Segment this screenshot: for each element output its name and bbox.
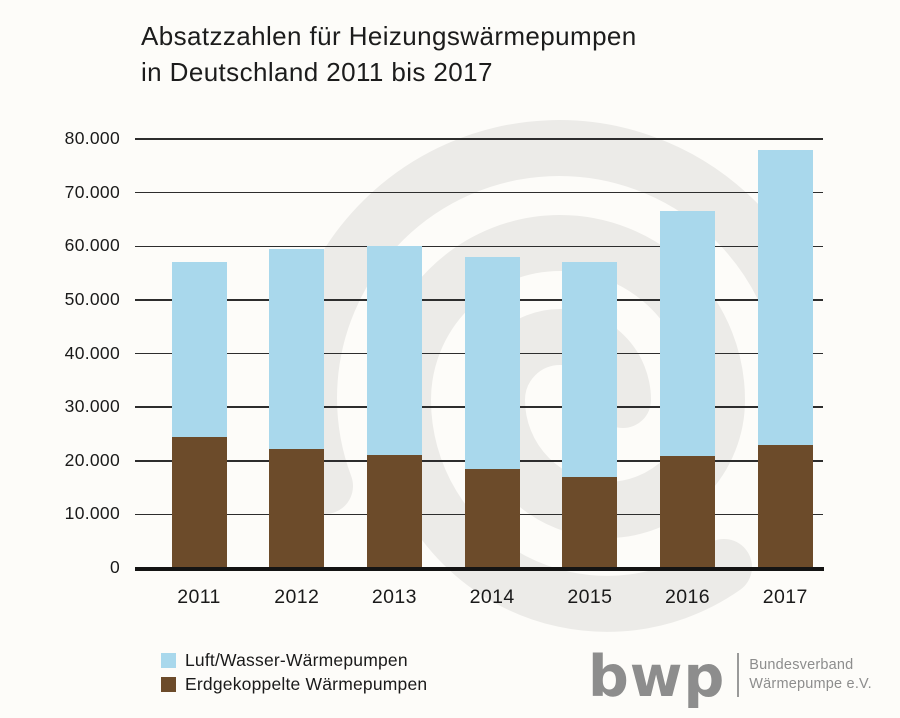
legend-label-ground: Erdgekoppelte Wärmepumpen bbox=[185, 673, 428, 694]
legend: Luft/Wasser-Wärmepumpen Erdgekoppelte Wä… bbox=[161, 648, 427, 696]
logo-org-line-2: Wärmepumpe e.V. bbox=[749, 676, 872, 692]
y-axis-tick-label: 50.000 bbox=[64, 288, 120, 309]
y-axis-tick-label: 60.000 bbox=[64, 235, 120, 256]
x-axis-label-2012: 2012 bbox=[274, 586, 320, 608]
x-axis-label-2016: 2016 bbox=[665, 586, 711, 608]
x-axis-label-2015: 2015 bbox=[567, 586, 613, 608]
legend-label-air-water: Luft/Wasser-Wärmepumpen bbox=[185, 649, 408, 670]
bwp-wordmark: bwp bbox=[588, 644, 726, 710]
x-axis-line bbox=[135, 567, 824, 571]
bar-segment-air-water-2016 bbox=[660, 211, 716, 457]
gridline bbox=[135, 191, 823, 194]
legend-item-ground: Erdgekoppelte Wärmepumpen bbox=[161, 672, 427, 696]
title-line-2: in Deutschland 2011 bis 2017 bbox=[141, 57, 493, 87]
gridline bbox=[135, 245, 823, 247]
bar-segment-air-water-2012 bbox=[269, 248, 325, 449]
legend-item-air-water: Luft/Wasser-Wärmepumpen bbox=[161, 648, 427, 672]
y-axis-tick-label: 10.000 bbox=[64, 503, 120, 524]
bar-segment-ground-2015 bbox=[562, 476, 618, 568]
page-title: Absatzzahlen für Heizungswärmepumpen in … bbox=[141, 18, 637, 90]
bar-segment-air-water-2015 bbox=[562, 262, 618, 477]
y-axis-tick-label: 80.000 bbox=[64, 128, 120, 148]
bar-segment-ground-2017 bbox=[757, 444, 813, 568]
x-axis-label-2011: 2011 bbox=[177, 586, 221, 608]
legend-swatch-ground bbox=[161, 676, 176, 692]
bar-segment-ground-2013 bbox=[366, 455, 422, 568]
y-axis-tick-label: 30.000 bbox=[64, 396, 120, 417]
x-axis-label-2017: 2017 bbox=[762, 586, 808, 608]
bar-segment-ground-2011 bbox=[171, 436, 227, 568]
bar-segment-ground-2014 bbox=[464, 468, 520, 568]
title-line-1: Absatzzahlen für Heizungswärmepumpen bbox=[141, 21, 637, 51]
logo-org-line-1: Bundesverband bbox=[749, 657, 854, 673]
y-axis-tick-label: 20.000 bbox=[64, 449, 120, 470]
bar-segment-ground-2016 bbox=[660, 456, 716, 568]
logo-divider bbox=[737, 653, 740, 697]
y-axis-tick-label: 40.000 bbox=[64, 342, 120, 363]
bar-segment-air-water-2014 bbox=[464, 256, 520, 469]
y-axis-tick-label: 0 bbox=[109, 557, 120, 577]
bwp-logo: bwp Bundesverband Wärmepumpe e.V. bbox=[588, 644, 872, 710]
bar-segment-air-water-2017 bbox=[757, 149, 813, 445]
bar-segment-air-water-2013 bbox=[366, 246, 422, 456]
x-axis-label-2013: 2013 bbox=[371, 586, 417, 608]
legend-swatch-air-water bbox=[161, 652, 176, 668]
x-axis-label-2014: 2014 bbox=[469, 586, 515, 608]
y-axis-tick-label: 70.000 bbox=[64, 181, 120, 202]
logo-org-name: Bundesverband Wärmepumpe e.V. bbox=[749, 656, 872, 694]
bar-segment-air-water-2011 bbox=[171, 262, 227, 437]
gridline bbox=[135, 138, 823, 140]
bar-segment-ground-2012 bbox=[269, 448, 325, 568]
